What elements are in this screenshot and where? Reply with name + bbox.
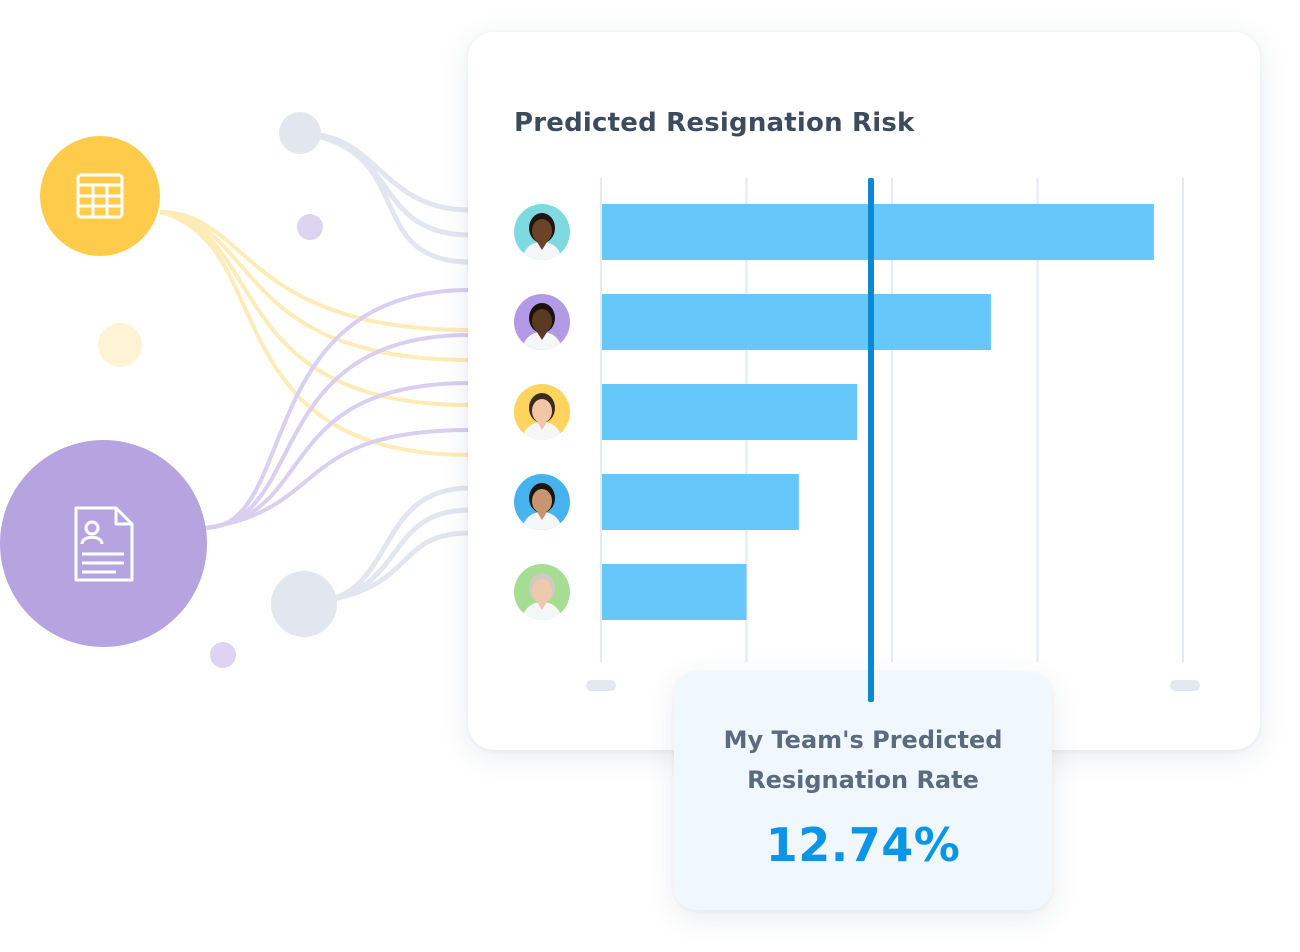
axis-pill-right <box>1170 680 1200 691</box>
chart-title: Predicted Resignation Risk <box>514 108 915 138</box>
resume-document-icon <box>74 506 133 581</box>
bar-1 <box>602 204 1154 260</box>
person-avatar-icon <box>514 294 570 350</box>
bar-2 <box>602 294 991 350</box>
employee-avatar-1 <box>514 204 570 260</box>
summary-label-line1: My Team's Predicted <box>723 726 1003 754</box>
team-rate-summary-card: My Team's Predicted Resignation Rate 12.… <box>674 672 1052 910</box>
grey-connector-lines <box>299 130 471 265</box>
grey-bubble-large <box>271 571 337 637</box>
bar-3 <box>602 384 858 440</box>
axis-pill-left <box>586 680 616 691</box>
employee-avatar-5 <box>514 564 570 620</box>
purple-connector-lines <box>204 288 471 530</box>
chart-card: Predicted Resignation Risk <box>468 32 1260 750</box>
bar-5 <box>602 564 747 620</box>
summary-label-line2: Resignation Rate <box>747 766 979 794</box>
bar-4 <box>602 474 799 530</box>
lavender-bubble <box>297 214 323 240</box>
summary-value: 12.74% <box>765 818 961 872</box>
spreadsheet-icon <box>76 173 124 219</box>
employee-avatar-4 <box>514 474 570 530</box>
employee-avatar-3 <box>514 384 570 440</box>
grey-bubble <box>279 112 321 154</box>
pale-yellow-bubble <box>98 323 142 367</box>
person-avatar-icon <box>514 204 570 260</box>
summary-label: My Team's Predicted Resignation Rate <box>694 720 1032 800</box>
bar-chart <box>600 178 1184 662</box>
resume-source-node <box>0 440 207 647</box>
person-avatar-icon <box>514 384 570 440</box>
team-average-marker-line <box>868 178 874 702</box>
employee-avatar-2 <box>514 294 570 350</box>
person-avatar-icon <box>514 564 570 620</box>
lavender-bubble-small <box>210 642 236 668</box>
person-avatar-icon <box>514 474 570 530</box>
spreadsheet-source-node <box>40 136 160 256</box>
